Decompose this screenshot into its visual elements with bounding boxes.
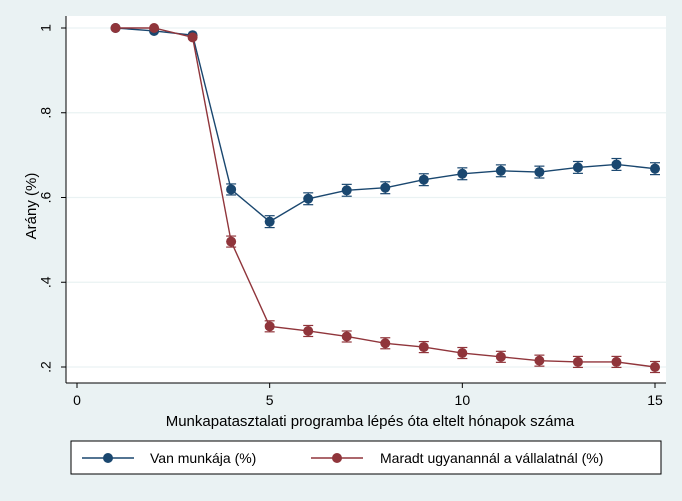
data-point <box>495 351 506 362</box>
legend-marker <box>332 453 342 463</box>
data-point <box>457 168 468 179</box>
x-tick-label: 5 <box>266 392 274 408</box>
data-point <box>611 159 622 170</box>
y-tick-label: .8 <box>38 107 54 119</box>
legend-box <box>70 440 662 475</box>
series-2 <box>110 23 660 374</box>
data-point <box>418 174 429 185</box>
data-point <box>110 23 121 33</box>
data-point <box>341 331 352 342</box>
data-point <box>534 167 545 178</box>
y-axis-title: Arány (%) <box>23 173 40 240</box>
y-tick-label: 1 <box>38 24 54 32</box>
data-point <box>303 193 314 204</box>
data-point <box>226 236 237 247</box>
y-tick-label: .2 <box>38 361 54 373</box>
x-tick-label: 10 <box>455 392 471 408</box>
x-tick-label: 15 <box>647 392 663 408</box>
legend-marker <box>103 453 113 463</box>
data-point <box>264 216 275 227</box>
data-point <box>534 355 545 366</box>
data-point <box>226 184 237 195</box>
data-point <box>380 338 391 349</box>
data-point <box>264 321 275 332</box>
data-point <box>650 163 660 174</box>
data-point <box>187 32 198 43</box>
data-point <box>457 348 468 359</box>
data-point <box>611 356 622 367</box>
data-point <box>303 325 314 336</box>
data-point <box>572 162 583 173</box>
data-point <box>380 182 391 193</box>
series-layer <box>110 23 660 374</box>
data-point <box>495 165 506 176</box>
data-point <box>418 342 429 353</box>
legend-label: Van munkája (%) <box>150 450 256 466</box>
legend-item-2: Maradt ugyanannál a vállalatnál (%) <box>311 450 603 466</box>
legend-label: Maradt ugyanannál a vállalatnál (%) <box>380 450 603 466</box>
data-point <box>341 185 352 196</box>
y-tick-label: .4 <box>38 276 54 288</box>
x-tick-label: 0 <box>73 392 81 408</box>
data-point <box>650 362 660 372</box>
legend-item-1: Van munkája (%) <box>82 450 256 466</box>
data-point <box>572 356 583 367</box>
legend: Van munkája (%) Maradt ugyanannál a válla… <box>70 440 662 475</box>
plot-background <box>66 16 666 383</box>
axes: .2.4.6.810 5 10 15 <box>38 16 666 408</box>
y-tick-label: .6 <box>38 191 54 203</box>
x-axis-title: Munkapatasztalati programba lépés óta el… <box>166 413 575 430</box>
data-point <box>149 23 160 33</box>
gridlines <box>66 27 666 368</box>
